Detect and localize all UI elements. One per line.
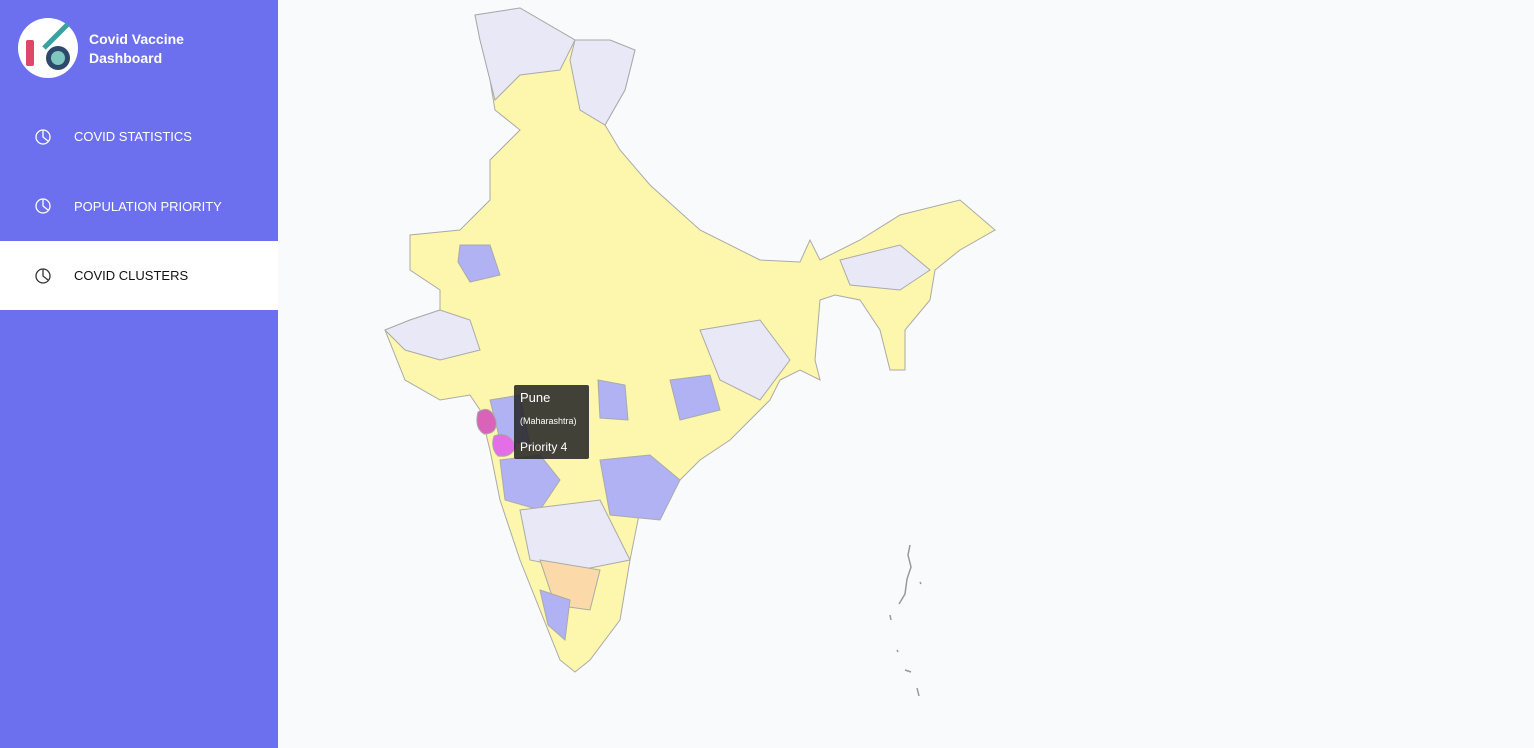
nav-item[interactable]: POPULATION PRIORITY	[0, 172, 278, 241]
region	[474, 7, 576, 101]
region	[519, 499, 631, 571]
nav-icon	[35, 128, 51, 145]
nav-label: COVID CLUSTERS	[74, 268, 189, 283]
tooltip-state: (Maharashtra)	[520, 416, 577, 426]
region	[539, 589, 571, 642]
region	[839, 244, 931, 291]
nav-label: POPULATION PRIORITY	[74, 198, 222, 214]
islands	[889, 544, 922, 697]
region-highlight	[492, 433, 517, 457]
region	[384, 309, 481, 361]
tooltip: Pune (Maharashtra) Priority 4	[514, 385, 589, 459]
app-title: Covid Vaccine Dashboard	[89, 31, 184, 66]
logo-icon	[26, 22, 70, 70]
tooltip-district: Pune	[520, 390, 551, 405]
nav-item[interactable]: COVID CLUSTERS	[0, 241, 278, 310]
region	[699, 319, 791, 401]
region	[599, 454, 681, 521]
nav-item[interactable]: COVID STATISTICS	[0, 102, 278, 171]
region	[669, 374, 721, 421]
region	[457, 244, 501, 283]
nav-icon	[35, 198, 51, 214]
region	[569, 39, 636, 126]
nav-icon	[35, 267, 51, 284]
logo	[18, 18, 78, 78]
nav-label: COVID STATISTICS	[74, 129, 192, 144]
sidebar: Covid Vaccine Dashboard COVID STATISTICS…	[0, 0, 278, 748]
region-highlight	[476, 408, 497, 435]
tooltip-priority: Priority 4	[520, 440, 568, 454]
region	[597, 379, 629, 421]
